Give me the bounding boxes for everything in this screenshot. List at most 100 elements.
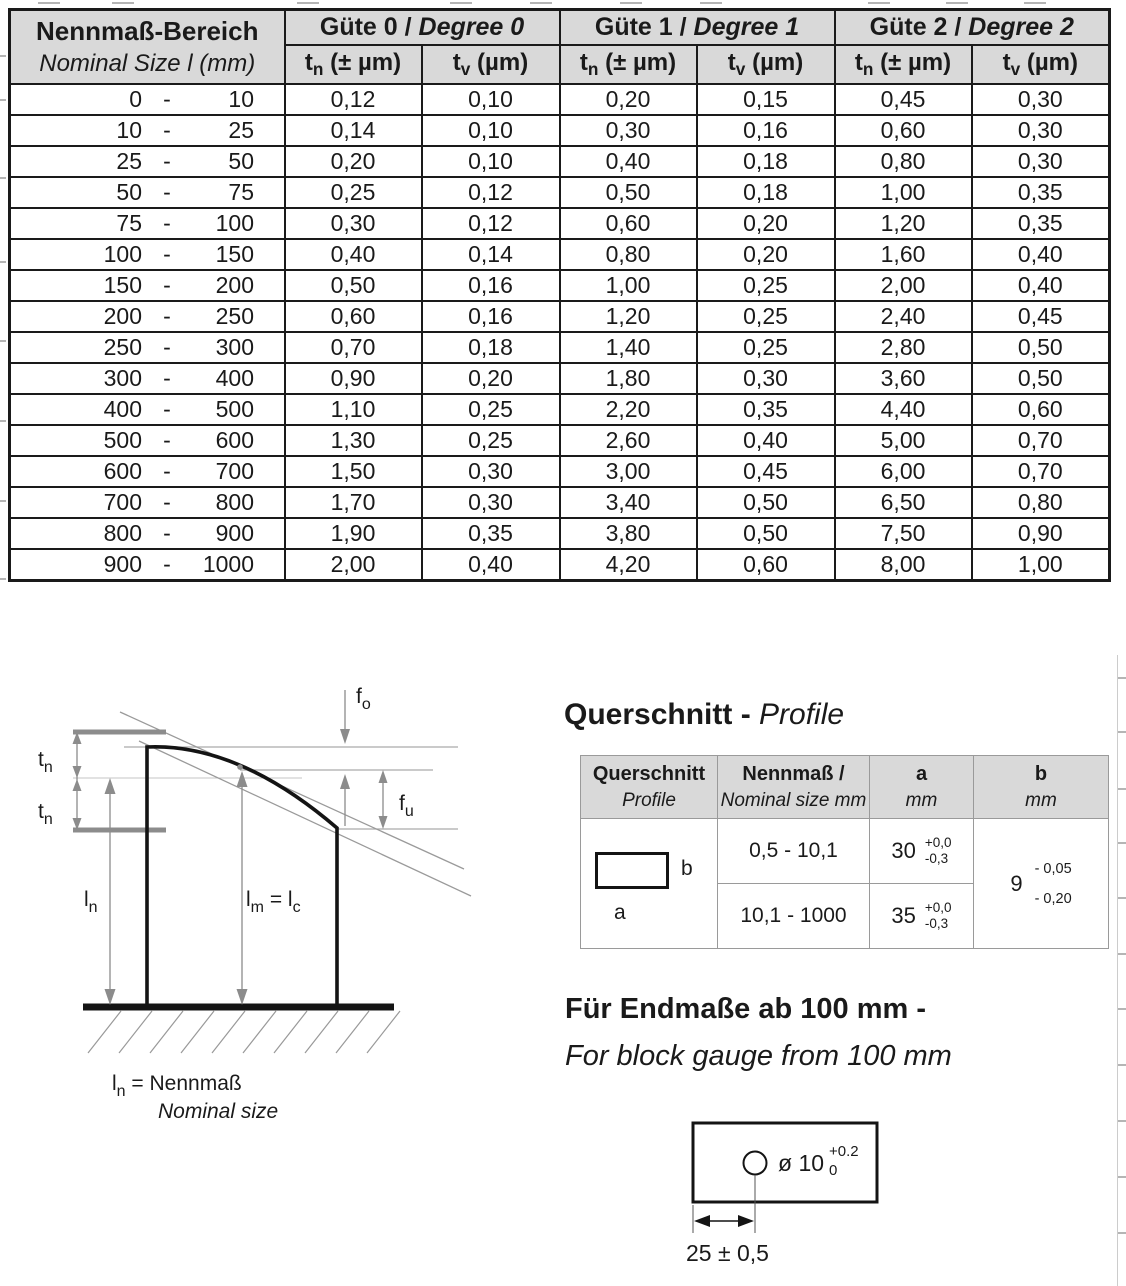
table-header-row-sub: tn (± µm) tv (µm) tn (± µm) tv (µm) tn (… [10, 44, 1111, 85]
cross-section-cell: b a [580, 818, 718, 949]
scan-artifact-mark [1118, 731, 1126, 733]
tolerance-value-cell: 0,30 [558, 114, 698, 147]
tolerance-value-cell: 0,20 [420, 362, 561, 395]
tolerance-value-cell: 2,80 [833, 331, 973, 364]
profile-col-header: Querschnitt Profile [580, 755, 718, 819]
tolerance-value-cell: 0,40 [970, 269, 1111, 302]
tolerance-value-cell: 1,90 [283, 517, 423, 550]
tolerance-value-cell: 0,50 [558, 176, 698, 209]
nominal-range-cell: 150- 200 [8, 269, 286, 302]
nominal-range-header: Nennmaß-Bereich Nominal Size l (mm) [8, 8, 286, 85]
tolerance-value-cell: 0,20 [283, 145, 423, 178]
nominal-dash: - [163, 551, 171, 577]
grade0-header: Güte 0 / Degree 0 [283, 8, 561, 46]
tolerance-value-cell: 1,20 [833, 207, 973, 240]
table-row: 250- 300 0,70 0,18 1,40 0,25 2,80 0,50 [8, 331, 1111, 364]
tolerance-value-cell: 1,80 [558, 362, 698, 395]
scan-artifact-mark [1118, 842, 1126, 844]
scan-artifact-mark [1118, 1176, 1126, 1178]
tn-col-header: tn (± µm) [833, 44, 973, 85]
tolerance-value-cell: 0,35 [970, 207, 1111, 240]
nominal-from: 500 [103, 427, 142, 453]
tolerance-value-cell: 1,60 [833, 238, 973, 271]
nominal-from: 900 [103, 551, 142, 577]
tolerance-value-cell: 0,30 [970, 114, 1111, 147]
nominal-dash: - [163, 210, 171, 236]
nominal-range-cell: 250- 300 [8, 331, 286, 364]
profile-header-row: Querschnitt Profile Nennmaß / Nominal size… [580, 755, 1109, 819]
tolerance-value-cell: 0,25 [695, 269, 836, 302]
tolerance-value-cell: 0,40 [558, 145, 698, 178]
nominal-to: 150 [215, 241, 254, 267]
nominal-dash: - [163, 86, 171, 112]
tolerance-value-cell: 3,40 [558, 486, 698, 519]
tolerance-value-cell: 0,60 [970, 393, 1111, 426]
nominal-dash: - [163, 334, 171, 360]
shape-label-b: b [681, 857, 693, 880]
tolerance-value-cell: 0,70 [970, 424, 1111, 457]
nominal-from: 250 [103, 334, 142, 360]
scan-artifact-mark [112, 2, 134, 4]
scan-artifact-mark [0, 55, 6, 57]
scan-artifact-mark [1118, 953, 1126, 955]
nominal-range-cell: 200- 250 [8, 300, 286, 333]
b-value-cell: 9 - 0,05- 0,20 [973, 818, 1109, 949]
lm-lc-label: lm = lc [246, 888, 301, 916]
nominal-range-cell: 300- 400 [8, 362, 286, 395]
main-table-body: 0-10 0,12 0,10 0,20 0,15 0,45 0,30 10-25 0,14 0,1… [8, 83, 1111, 582]
tolerance-band-line-upper [119, 711, 465, 870]
tolerance-value-cell: 0,50 [283, 269, 423, 302]
nominal-to: 500 [215, 396, 254, 422]
tolerance-value-cell: 1,00 [970, 548, 1111, 582]
tolerance-value-cell: 0,16 [420, 300, 561, 333]
a-tolerance: +0,0 -0,3 [924, 835, 952, 866]
table-row: 800- 900 1,90 0,35 3,80 0,50 7,50 0,90 [8, 517, 1111, 550]
nominal-size-col-header: Nennmaß / Nominal size mm [717, 755, 870, 819]
tolerance-value-cell: 0,20 [558, 83, 698, 116]
b-value: 9 [1010, 870, 1023, 896]
tolerance-value-cell: 0,18 [695, 176, 836, 209]
endmasse-heading-en: For block gauge from 100 mm [565, 1040, 952, 1072]
tolerance-value-cell: 0,60 [558, 207, 698, 240]
grade0-label-de: Güte 0 / [319, 13, 419, 41]
table-row: 600- 700 1,50 0,30 3,00 0,45 6,00 0,70 [8, 455, 1111, 488]
tolerance-value-cell: 0,12 [420, 176, 561, 209]
block-outline [691, 1121, 879, 1204]
tolerance-value-cell: 6,50 [833, 486, 973, 519]
size-range-cell: 0,5 - 10,1 [717, 818, 870, 884]
tolerance-value-cell: 0,16 [695, 114, 836, 147]
tolerance-value-cell: 0,25 [420, 424, 561, 457]
tolerance-value-cell: 2,40 [833, 300, 973, 333]
tolerance-value-cell: 0,10 [420, 114, 561, 147]
nominal-from: 0 [129, 86, 142, 112]
grade1-label-de: Güte 1 / [594, 13, 694, 41]
tolerance-value-cell: 0,35 [970, 176, 1111, 209]
tolerance-value-cell: 0,45 [970, 300, 1111, 333]
block-gauge-hole-diagram: ø 10 +0.2 0 25 ± 0,5 [686, 1121, 879, 1266]
tv-col-header: tv (µm) [970, 44, 1111, 85]
tv-col-header: tv (µm) [695, 44, 836, 85]
tolerance-value-cell: 0,60 [833, 114, 973, 147]
tolerance-value-cell: 5,00 [833, 424, 973, 457]
tolerance-value-cell: 0,30 [970, 83, 1111, 116]
a-value: 30 [891, 838, 916, 863]
tolerance-value-cell: 0,80 [833, 145, 973, 178]
scan-artifact-mark [1118, 788, 1126, 790]
tn-label-1: tn [38, 748, 53, 776]
ln-label: ln [84, 888, 98, 916]
scan-artifact-mark [0, 578, 6, 580]
tolerance-value-cell: 0,12 [283, 83, 423, 116]
tolerance-value-cell: 0,60 [283, 300, 423, 333]
tolerance-table: Nennmaß-Bereich Nominal Size l (mm) Güte… [8, 8, 1112, 582]
nominal-to: 100 [215, 210, 254, 236]
a-value-cell: 35 +0,0 -0,3 [869, 883, 974, 949]
table-row: 0- 10 0,12 0,10 0,20 0,15 0,45 0,30 [8, 83, 1111, 116]
scan-artifact-mark [868, 2, 890, 4]
tolerance-value-cell: 0,50 [695, 486, 836, 519]
table-row: 10-25 0,14 0,10 0,30 0,16 0,60 0,30 [8, 114, 1111, 147]
grade2-label-de: Güte 2 / [869, 13, 969, 41]
tolerance-value-cell: 0,30 [420, 486, 561, 519]
nominal-range-cell: 500- 600 [8, 424, 286, 457]
endmasse-heading-de: Für Endmaße ab 100 mm - [565, 993, 926, 1025]
